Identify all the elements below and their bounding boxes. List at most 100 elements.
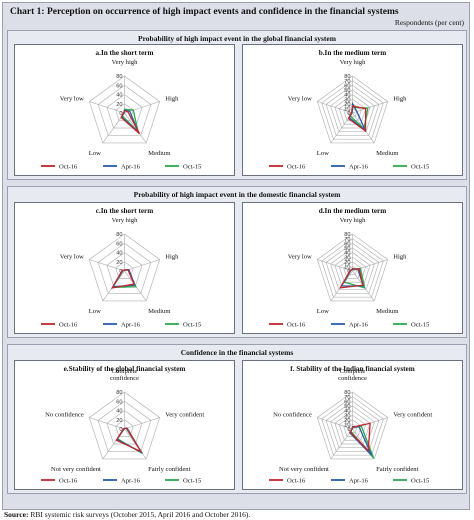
axis-label-complete-confidence: Complete [340, 368, 366, 375]
axis-label-high: High [393, 253, 407, 260]
tick-label: 0 [347, 427, 350, 433]
tick-label: 80 [344, 74, 350, 80]
source-text: RBI systemic risk surveys (October 2015,… [30, 510, 251, 519]
axis-label-not-very-confident: Not very confident [279, 466, 329, 473]
axis-label-very-high: Very high [112, 217, 139, 224]
grid-ring [321, 396, 384, 456]
axis-label-low: Low [89, 150, 101, 157]
panel-domestic-short-term: c.In the short term 0 20 40 60 80 Very high Hig… [14, 202, 235, 334]
grid-ring [316, 391, 389, 460]
series-oct-16 [120, 109, 141, 135]
panel-title: d.In the medium term [319, 207, 386, 215]
axis-label-no-confidence: No confidence [45, 411, 84, 418]
grid-ring [334, 410, 371, 445]
series-oct-16 [349, 422, 371, 453]
tick-label: 0 [119, 111, 122, 117]
axis-spoke [89, 101, 125, 114]
legend-label: Oct-16 [59, 477, 78, 484]
grid-ring [88, 233, 161, 302]
axis-label-no-confidence: No confidence [273, 411, 312, 418]
grid-ring [106, 94, 143, 129]
legend-label: Apr-16 [349, 321, 369, 328]
panel-title: c.In the short term [96, 207, 154, 215]
radar-chart: f. Stability of the Indian financial sys… [269, 365, 432, 484]
units-label: Respondents (per cent) [394, 18, 464, 27]
grid-ring [325, 84, 380, 136]
tick-label: 0 [119, 427, 122, 433]
tick-label: 50 [344, 246, 350, 252]
tick-label: 0 [347, 111, 350, 117]
tick-label: 40 [116, 251, 122, 257]
panel-title: b.In the medium term [319, 49, 386, 57]
radar-chart: e.Stability of the global financial syst… [41, 365, 204, 484]
legend-label: Apr-16 [349, 477, 369, 484]
grid-ring [115, 261, 134, 279]
tick-label: 20 [116, 260, 122, 266]
axis-label-high: High [393, 95, 407, 102]
axis-label-complete-confidence: confidence [338, 375, 367, 382]
source-label: Source: [4, 510, 29, 519]
axis-spoke [317, 417, 353, 430]
axis-spoke [317, 101, 353, 114]
section-title: Probability of high impact event in the … [133, 190, 341, 199]
axis-spoke [124, 428, 147, 460]
series-oct-16 [111, 269, 135, 289]
axis-label-very-high: Very high [340, 217, 367, 224]
legend-label: Oct-15 [411, 163, 430, 170]
grid-ring [316, 233, 389, 302]
legend-label: Oct-15 [183, 477, 202, 484]
axis-label-high: High [165, 95, 179, 102]
axis-label-low: Low [89, 308, 101, 315]
grid-ring [330, 247, 375, 291]
tick-label: 30 [344, 413, 350, 419]
grid-ring [97, 84, 152, 136]
axis-label-low: Low [317, 150, 329, 157]
radar-chart: a.In the short term 0 20 40 60 80 Very high Hig… [41, 49, 202, 170]
tick-label: 60 [344, 399, 350, 405]
axis-label-medium: Medium [148, 308, 171, 315]
grid-ring [330, 89, 375, 133]
tick-label: 10 [344, 265, 350, 271]
tick-label: 80 [116, 232, 122, 238]
panel-global-medium-term: b.In the medium term 0 10 20 30 40 50 60 70 80 Ver… [242, 44, 463, 176]
grid-ring [316, 75, 389, 144]
axis-label-very-low: Very low [288, 95, 312, 102]
axis-label-very-high: Very high [340, 59, 367, 66]
grid-ring [330, 405, 375, 449]
radar-chart: d.In the medium term01020304050607080Ver… [269, 207, 430, 328]
tick-label: 20 [116, 418, 122, 424]
tick-label: 80 [116, 74, 122, 80]
axis-label-very-low: Very low [288, 253, 312, 260]
tick-label: 40 [344, 93, 350, 99]
tick-label: 60 [116, 83, 122, 89]
axis-spoke [330, 428, 353, 460]
axis-label-very-low: Very low [60, 95, 84, 102]
legend-label: Oct-16 [287, 321, 306, 328]
axis-label-high: High [165, 253, 179, 260]
panel-global-confidence: e.Stability of the global financial syst… [14, 360, 235, 490]
tick-label: 40 [116, 409, 122, 415]
grid-ring [338, 414, 367, 441]
tick-label: 20 [344, 260, 350, 266]
grid-ring [338, 256, 367, 283]
axis-label-medium: Medium [376, 308, 399, 315]
legend-label: Oct-15 [183, 321, 202, 328]
legend-label: Apr-16 [349, 163, 369, 170]
grid-ring [88, 75, 161, 144]
panel-title: e.Stability of the global financial syst… [64, 365, 186, 373]
axis-label-medium: Medium [148, 150, 171, 157]
grid-ring [334, 94, 371, 129]
tick-label: 80 [344, 232, 350, 238]
grid-ring [325, 400, 380, 452]
tick-label: 70 [344, 395, 350, 401]
legend-label: Oct-15 [411, 321, 430, 328]
axis-spoke [124, 259, 160, 272]
axis-label-very-high: Very high [112, 59, 139, 66]
axis-label-medium: Medium [376, 150, 399, 157]
tick-label: 80 [116, 390, 122, 396]
grid-ring [115, 419, 134, 437]
series-oct-16 [115, 427, 143, 453]
tick-label: 20 [344, 418, 350, 424]
panel-indian-confidence: f. Stability of the Indian financial sys… [242, 360, 463, 490]
series-oct-16 [347, 105, 367, 133]
